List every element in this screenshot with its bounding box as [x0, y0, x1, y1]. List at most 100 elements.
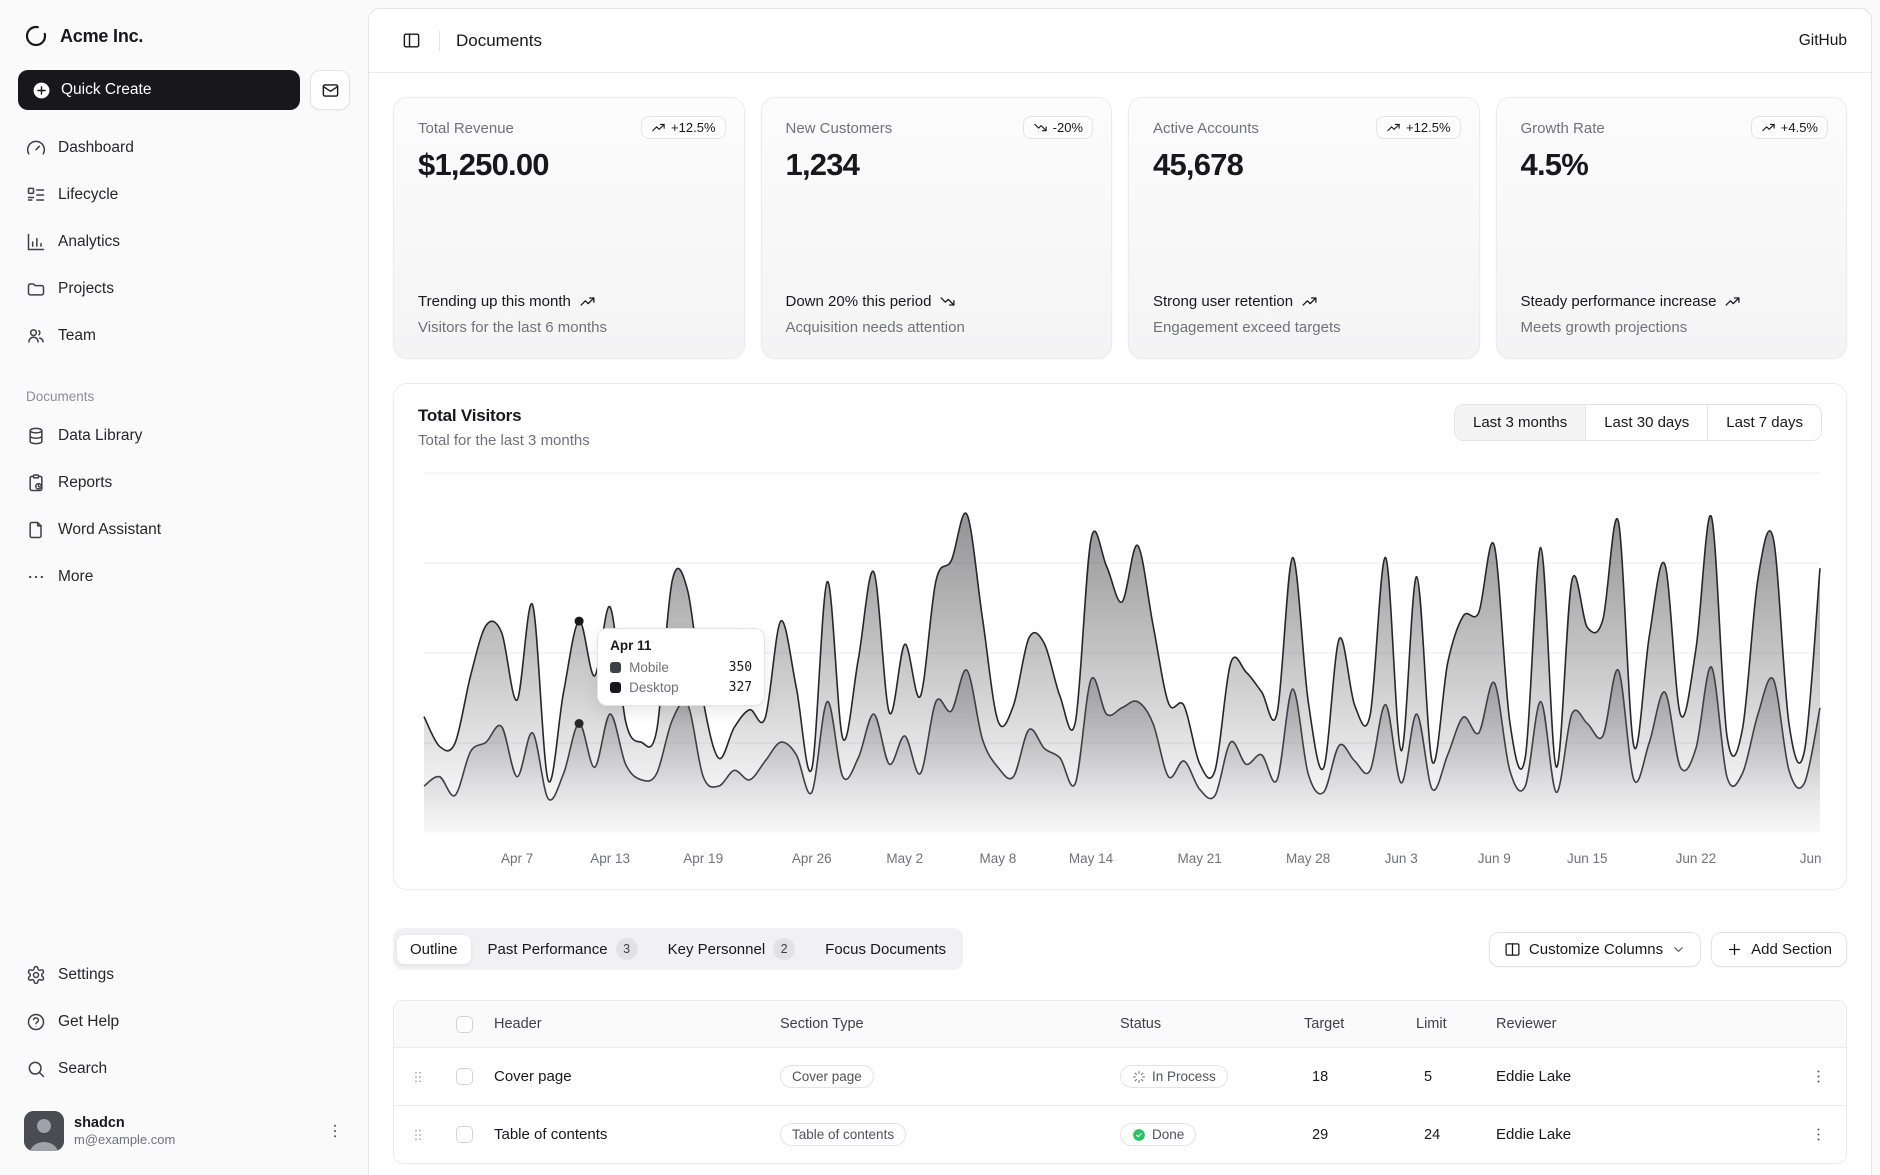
metric-footer: Down 20% this period Acquisition needs at… — [786, 291, 1088, 336]
sidebar-item-team[interactable]: Team — [16, 316, 352, 356]
list-todo-icon — [26, 185, 46, 205]
target-value[interactable]: 18 — [1312, 1068, 1329, 1085]
metric-footer-desc: Acquisition needs attention — [785, 319, 965, 336]
sidebar-item-settings[interactable]: Settings — [16, 955, 352, 995]
tooltip-row: Desktop 327 — [610, 680, 752, 695]
tab-key-personnel[interactable]: Key Personnel 2 — [654, 931, 810, 967]
svg-text:Jun 15: Jun 15 — [1567, 851, 1608, 866]
customize-columns-button[interactable]: Customize Columns — [1488, 931, 1702, 967]
page-title: Documents — [456, 30, 542, 50]
select-all-checkbox[interactable] — [455, 1015, 473, 1033]
metric-value: 45,678 — [1153, 147, 1244, 182]
gauge-icon — [26, 138, 46, 158]
bar-chart-icon — [26, 232, 46, 252]
drag-handle[interactable] — [402, 1127, 434, 1143]
svg-text:Apr 13: Apr 13 — [590, 851, 630, 866]
visitors-chart[interactable]: Apr 7 Apr 13 Apr 19 Apr 26 May 2 May 8 May 14 M… — [418, 463, 1826, 875]
brand[interactable]: Acme Inc. — [16, 14, 352, 58]
row-menu-button[interactable] — [1798, 1126, 1838, 1143]
sidebar-item-more[interactable]: More — [16, 557, 352, 597]
column-status: Status — [1120, 1016, 1162, 1032]
row-checkbox[interactable] — [455, 1068, 473, 1085]
svg-text:Jun 22: Jun 22 — [1676, 851, 1717, 866]
trend-down-icon — [1033, 120, 1048, 135]
range-option-last-7-days[interactable]: Last 7 days — [1707, 405, 1821, 440]
section-type-badge: Table of contents — [780, 1123, 907, 1146]
range-option-last-3-months[interactable]: Last 3 months — [1455, 405, 1586, 440]
metric-card-total-revenue: Total Revenue +12.5% $1,250.00 Trending up … — [393, 97, 745, 359]
limit-value[interactable]: 5 — [1424, 1068, 1433, 1085]
avatar — [24, 1111, 64, 1151]
sidebar-item-analytics[interactable]: Analytics — [16, 222, 352, 262]
sidebar-toggle-button[interactable] — [393, 23, 429, 59]
reviewer-value[interactable]: Eddie Lake — [1496, 1068, 1572, 1085]
drag-handle[interactable] — [402, 1069, 434, 1085]
metric-cards: Total Revenue +12.5% $1,250.00 Trending up … — [393, 97, 1847, 359]
plus-icon — [1726, 941, 1743, 958]
metric-footer: Trending up this month Visitors for the l… — [418, 291, 720, 336]
sidebar-item-get-help[interactable]: Get Help — [16, 1002, 352, 1042]
gear-icon — [26, 965, 46, 985]
metric-value: 1,234 — [785, 147, 860, 182]
nav-main: Dashboard Lifecycle Analytics Projects Team — [16, 128, 352, 363]
tooltip-series-name: Mobile — [629, 660, 669, 676]
column-target: Target — [1304, 1016, 1345, 1032]
column-reviewer: Reviewer — [1496, 1016, 1557, 1032]
sidebar-item-word-assistant[interactable]: Word Assistant — [16, 510, 352, 550]
mail-icon — [321, 81, 340, 100]
svg-text:Jun 30: Jun 30 — [1800, 851, 1826, 866]
brand-logo-icon — [24, 24, 48, 48]
row-menu-button[interactable] — [1798, 1068, 1838, 1085]
tab-focus-documents[interactable]: Focus Documents — [811, 934, 960, 965]
section-type-badge: Cover page — [780, 1065, 874, 1088]
row-checkbox[interactable] — [455, 1126, 473, 1143]
tab-label: Past Performance — [487, 940, 608, 958]
target-value[interactable]: 29 — [1312, 1126, 1329, 1143]
reviewer-value[interactable]: Eddie Lake — [1496, 1126, 1572, 1143]
github-link[interactable]: GitHub — [1798, 31, 1847, 49]
limit-value[interactable]: 24 — [1424, 1126, 1441, 1143]
metric-footer-title: Down 20% this period — [785, 293, 932, 311]
nav-label: Analytics — [58, 233, 121, 250]
column-section-type: Section Type — [780, 1016, 864, 1032]
inbox-button[interactable] — [310, 70, 350, 110]
sidebar-item-projects[interactable]: Projects — [16, 269, 352, 309]
series-swatch — [610, 662, 622, 674]
column-limit: Limit — [1416, 1016, 1447, 1032]
search-icon — [26, 1059, 46, 1079]
row-header-link[interactable]: Cover page — [494, 1068, 572, 1085]
svg-text:Apr 7: Apr 7 — [501, 851, 533, 866]
nav-section-label: Documents — [26, 389, 95, 404]
file-icon — [26, 520, 46, 540]
content: Total Revenue +12.5% $1,250.00 Trending up … — [369, 73, 1871, 1175]
trend-up-icon — [651, 120, 666, 135]
user-menu[interactable]: shadcn m@example.com — [16, 1105, 352, 1157]
metric-card-new-customers: New Customers -20% 1,234 Down 20% this peri… — [760, 97, 1112, 359]
sidebar-item-search[interactable]: Search — [16, 1049, 352, 1089]
tab-outline[interactable]: Outline — [396, 933, 472, 965]
sidebar-item-data-library[interactable]: Data Library — [16, 416, 352, 456]
tab-label: Key Personnel — [667, 940, 766, 958]
sidebar-item-lifecycle[interactable]: Lifecycle — [16, 175, 352, 215]
nav-label: Lifecycle — [58, 186, 119, 203]
metric-label: Growth Rate — [1520, 120, 1605, 137]
row-header-link[interactable]: Table of contents — [494, 1126, 608, 1143]
tooltip-series-value: 327 — [728, 680, 753, 696]
add-section-button[interactable]: Add Section — [1711, 931, 1847, 967]
trend-badge: +12.5% — [1376, 116, 1461, 139]
plus-circle-icon — [32, 81, 51, 100]
tab-past-performance[interactable]: Past Performance 3 — [474, 931, 652, 967]
metric-value: $1,250.00 — [418, 147, 550, 182]
quick-create-button[interactable]: Quick Create — [18, 70, 300, 110]
nav-label: Reports — [58, 474, 113, 491]
trend-up-icon — [1301, 293, 1318, 310]
user-email: m@example.com — [74, 1131, 176, 1147]
range-option-last-30-days[interactable]: Last 30 days — [1585, 405, 1708, 440]
svg-text:May 28: May 28 — [1286, 851, 1330, 866]
sidebar-footer: Settings Get Help Search shadcn m@example.… — [16, 955, 352, 1157]
sidebar-item-reports[interactable]: Reports — [16, 463, 352, 503]
users-icon — [26, 326, 46, 346]
nav-label: Data Library — [58, 427, 143, 444]
sidebar-item-dashboard[interactable]: Dashboard — [16, 128, 352, 168]
